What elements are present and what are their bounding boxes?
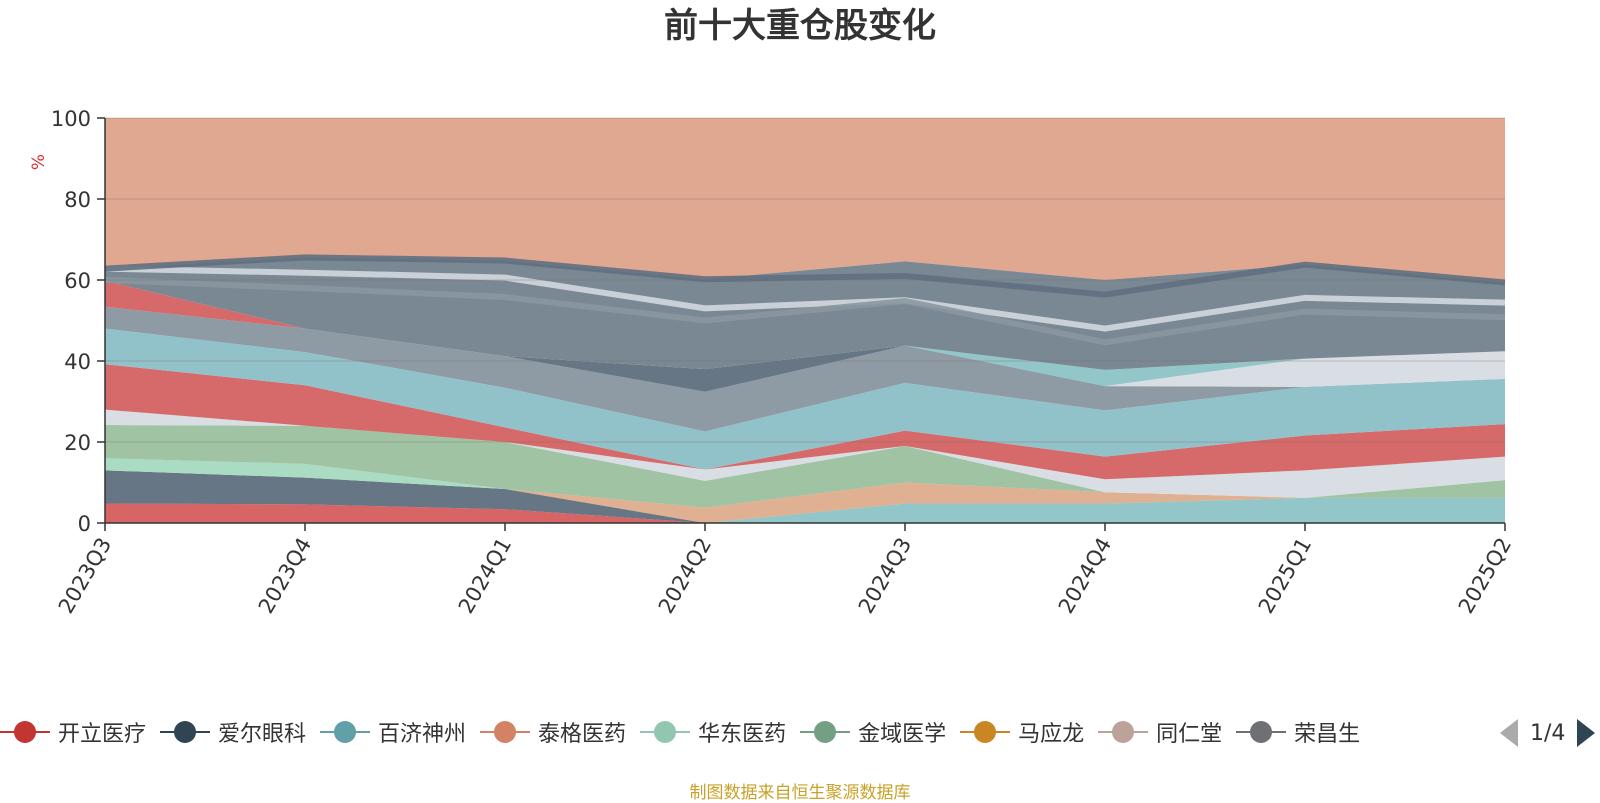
- axes: [97, 117, 1506, 531]
- y-tick-label: 60: [64, 269, 91, 293]
- legend-item[interactable]: 同仁堂: [1098, 712, 1222, 752]
- legend-marker-icon: [480, 717, 531, 747]
- legend-marker-icon: [1236, 717, 1287, 747]
- legend-label: 泰格医药: [538, 722, 627, 747]
- legend-item[interactable]: 泰格医药: [480, 712, 626, 752]
- legend-marker-icon: [960, 717, 1011, 747]
- legend-prev-page-icon[interactable]: [1500, 719, 1518, 747]
- legend-page-indicator: 1/4: [1530, 720, 1566, 746]
- legend-label: 开立医疗: [58, 722, 147, 747]
- x-tick-label: 2024Q3: [854, 534, 916, 618]
- legend-item[interactable]: 开立医疗: [0, 712, 146, 752]
- legend: 开立医疗 爱尔眼科 百济神州 泰格医药 华东医药 金域医学 马应龙 同仁堂 荣昌生: [0, 712, 1480, 752]
- area-band-4: [105, 458, 1505, 523]
- legend-marker-icon: [320, 717, 371, 747]
- legend-label: 华东医药: [698, 722, 787, 747]
- stacked-area-bands: [104, 118, 1506, 523]
- legend-label: 爱尔眼科: [218, 722, 307, 747]
- series-boundary-0: [104, 265, 1506, 332]
- series-boundary-2: [104, 254, 1506, 298]
- legend-marker-icon: [1098, 717, 1149, 747]
- legend-item[interactable]: 马应龙: [960, 712, 1084, 752]
- y-tick-label: 100: [51, 107, 91, 131]
- area-band-1: [105, 470, 1505, 523]
- area-band-9: [105, 306, 1505, 432]
- legend-item[interactable]: 荣昌生: [1236, 712, 1360, 752]
- y-axis-unit: %: [29, 154, 49, 170]
- legend-label: 金域医学: [858, 722, 947, 747]
- area-band-8: [105, 328, 1505, 470]
- legend-item[interactable]: 金域医学: [800, 712, 946, 752]
- legend-marker-icon: [640, 717, 691, 747]
- x-tick-label: 2023Q3: [54, 534, 116, 618]
- area-band-0: [105, 503, 1505, 523]
- area-band-2: [105, 458, 1505, 523]
- legend-label: 百济神州: [378, 722, 467, 747]
- y-tick-label: 20: [64, 431, 91, 455]
- legend-item[interactable]: 爱尔眼科: [160, 712, 306, 752]
- legend-label: 同仁堂: [1156, 722, 1223, 747]
- legend-label: 荣昌生: [1294, 722, 1361, 747]
- chart-title: 前十大重仓股变化: [664, 6, 936, 46]
- legend-item[interactable]: 百济神州: [320, 712, 466, 752]
- x-tick-label: 2024Q2: [654, 534, 716, 618]
- y-tick-labels: 0 20 40 60 80 100: [51, 107, 91, 536]
- x-tick-label: 2025Q1: [1254, 534, 1316, 618]
- x-tick-label: 2025Q2: [1454, 534, 1516, 618]
- legend-label: 马应龙: [1018, 722, 1085, 747]
- legend-marker-icon: [0, 717, 50, 747]
- x-tick-labels: 2023Q3 2023Q4 2024Q1 2024Q2 2024Q3 2024Q4 2025…: [54, 534, 1516, 618]
- area-band-6: [105, 409, 1505, 498]
- series-boundary-1: [104, 277, 1506, 346]
- y-tick-label: 40: [64, 350, 91, 374]
- legend-marker-icon: [160, 717, 211, 747]
- area-band-5: [105, 424, 1505, 508]
- legend-marker-icon: [800, 717, 851, 747]
- x-tick-label: 2024Q1: [454, 534, 516, 618]
- legend-item[interactable]: 华东医药: [640, 712, 786, 752]
- area-band-10: [105, 306, 1505, 392]
- legend-pager: 1/4: [1500, 716, 1596, 750]
- gridlines: [105, 117, 1505, 443]
- area-band-3: [105, 458, 1505, 523]
- legend-next-page-icon[interactable]: [1577, 719, 1596, 747]
- x-tick-label: 2024Q4: [1054, 534, 1116, 618]
- area-band-7: [105, 364, 1505, 480]
- area-band-top: [105, 118, 1505, 283]
- y-tick-label: 0: [78, 512, 91, 536]
- y-tick-label: 80: [64, 188, 91, 212]
- data-source-note: 制图数据来自恒生聚源数据库: [689, 783, 911, 803]
- x-tick-label: 2023Q4: [254, 534, 316, 618]
